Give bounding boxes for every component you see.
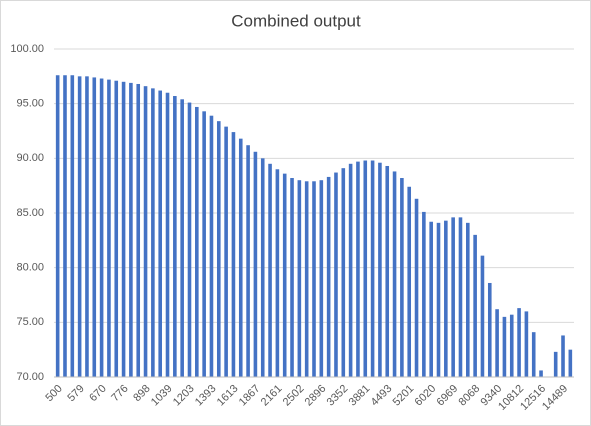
bar [539, 370, 543, 377]
bar [319, 180, 324, 377]
bar [268, 163, 272, 377]
bar [187, 102, 192, 377]
bar [282, 173, 287, 377]
bar [458, 217, 463, 377]
bar [70, 75, 75, 378]
bar [92, 77, 97, 377]
bar [209, 115, 214, 378]
bar [400, 178, 404, 377]
bar [466, 222, 470, 377]
bar [107, 79, 111, 377]
bar [195, 106, 199, 378]
bar [378, 162, 382, 377]
bar [275, 169, 280, 377]
y-tick-label: 75.00 [16, 316, 44, 328]
bar [121, 81, 126, 378]
bar [429, 221, 433, 377]
bar [165, 92, 170, 377]
bar [260, 158, 265, 377]
y-tick-label: 95.00 [16, 98, 44, 110]
bar [151, 88, 155, 378]
bar [370, 160, 375, 377]
bar [180, 99, 184, 377]
bar [85, 76, 89, 377]
bar [290, 178, 294, 377]
bar [224, 126, 228, 377]
bar [495, 309, 499, 377]
bar [334, 172, 338, 377]
y-tick-label: 70.00 [16, 371, 44, 383]
bar [253, 151, 258, 377]
bar [136, 83, 141, 377]
bar [341, 168, 346, 377]
bar [473, 234, 477, 377]
bar [531, 332, 536, 377]
y-tick-label: 100.00 [10, 43, 44, 55]
bar [517, 308, 521, 377]
y-tick-label: 90.00 [16, 152, 44, 164]
bar [143, 86, 148, 377]
bar [502, 316, 507, 377]
bar [99, 78, 104, 378]
bar [297, 180, 302, 377]
bar [480, 255, 485, 377]
bar [553, 351, 558, 377]
bar [436, 222, 441, 377]
bar [114, 80, 119, 377]
bar [451, 217, 455, 377]
bar [158, 90, 162, 378]
bar [326, 176, 331, 377]
bar [444, 220, 448, 377]
bar [356, 161, 360, 377]
bar [524, 311, 529, 377]
bar [238, 138, 243, 377]
bar [363, 160, 368, 377]
bar [422, 211, 426, 377]
bar [385, 165, 390, 377]
bar [55, 75, 60, 378]
bar [348, 163, 353, 377]
bar [487, 282, 492, 377]
bar [216, 121, 221, 377]
bar [561, 335, 565, 377]
bar [246, 145, 250, 377]
bar [568, 349, 573, 377]
bar [77, 76, 82, 377]
y-tick-label: 85.00 [16, 207, 44, 219]
bar [392, 171, 397, 377]
bar [304, 181, 309, 377]
y-tick-label: 80.00 [16, 262, 44, 274]
bar [129, 82, 133, 377]
bar [63, 75, 67, 378]
bar [231, 132, 236, 377]
bar [202, 111, 206, 377]
bar [407, 186, 412, 377]
chart-title: Combined output [231, 11, 361, 30]
bar [173, 96, 177, 377]
bar [414, 198, 419, 377]
bar [509, 314, 514, 377]
bar [312, 181, 316, 377]
